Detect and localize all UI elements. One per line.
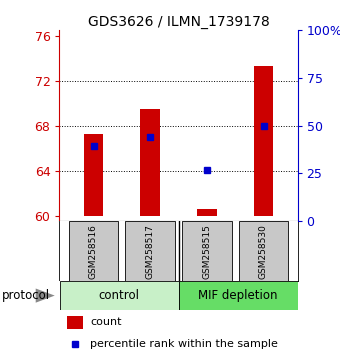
- Bar: [59, 281, 178, 310]
- Bar: [239, 221, 288, 281]
- Text: count: count: [90, 318, 122, 327]
- Bar: [254, 66, 273, 216]
- Bar: [125, 221, 175, 281]
- Text: GSM258530: GSM258530: [259, 224, 268, 279]
- Bar: [67, 316, 83, 329]
- Text: protocol: protocol: [2, 289, 50, 302]
- Bar: [178, 281, 298, 310]
- Bar: [197, 209, 217, 216]
- Text: GSM258516: GSM258516: [89, 224, 98, 279]
- Title: GDS3626 / ILMN_1739178: GDS3626 / ILMN_1739178: [88, 15, 269, 29]
- Bar: [69, 221, 118, 281]
- Polygon shape: [36, 289, 55, 303]
- Text: control: control: [99, 289, 139, 302]
- Text: percentile rank within the sample: percentile rank within the sample: [90, 339, 278, 349]
- Bar: [140, 109, 160, 216]
- Text: GSM258515: GSM258515: [202, 224, 211, 279]
- Text: GSM258517: GSM258517: [146, 224, 155, 279]
- Bar: [84, 133, 103, 216]
- Text: MIF depletion: MIF depletion: [198, 289, 278, 302]
- Bar: [182, 221, 232, 281]
